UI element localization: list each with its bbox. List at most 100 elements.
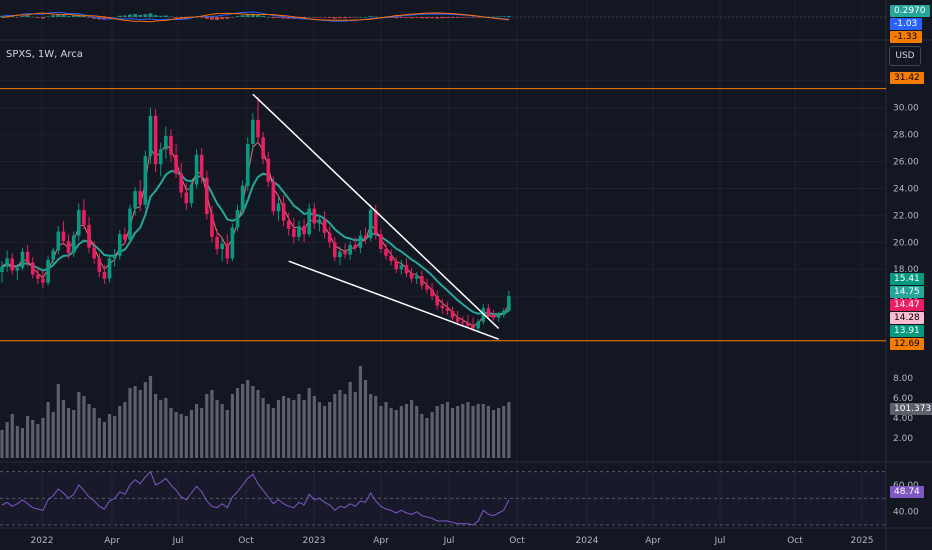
volume-bar xyxy=(261,398,265,458)
volume-bar xyxy=(471,406,475,458)
x-axis-label: 2025 xyxy=(851,536,874,546)
volume-bar xyxy=(184,416,188,458)
macd-histogram-bar xyxy=(271,17,276,19)
volume-bar xyxy=(415,406,419,458)
lower-trendline xyxy=(288,260,499,340)
macd-histogram-bar xyxy=(368,16,373,17)
macd-value-tag: 0.2970 xyxy=(890,5,930,17)
candle-body xyxy=(56,231,61,251)
volume-bar xyxy=(384,402,388,458)
candle-body xyxy=(20,251,25,268)
macd-histogram-bar xyxy=(204,17,209,19)
volume-bar xyxy=(77,392,81,458)
volume-bar xyxy=(322,406,327,458)
price-axis-label: 20.00 xyxy=(893,238,919,248)
volume-bar xyxy=(0,430,4,458)
volume-bar xyxy=(154,394,158,458)
rsi-line xyxy=(1,470,510,526)
candle-body xyxy=(174,154,178,174)
candle-body xyxy=(143,156,148,205)
candle-body xyxy=(148,115,153,157)
macd-histogram-bar xyxy=(51,15,56,17)
x-axis-label: Oct xyxy=(787,536,803,546)
candle-body xyxy=(97,258,102,272)
macd-histogram-bar xyxy=(471,17,476,18)
volume-bar xyxy=(445,402,450,458)
macd-histogram-bar xyxy=(168,16,173,18)
volume-bar xyxy=(5,422,9,458)
volume-bar xyxy=(41,418,45,458)
macd-histogram-bar xyxy=(445,17,450,18)
candle-body xyxy=(15,267,20,271)
price-tag: 14.47 xyxy=(890,299,924,311)
candle-body xyxy=(158,149,163,165)
candle-body xyxy=(266,158,271,182)
macd-histogram-bar xyxy=(71,15,76,17)
candle-body xyxy=(430,289,434,297)
candle-body xyxy=(307,208,311,235)
candle-body xyxy=(225,243,230,259)
volume-bar xyxy=(276,400,281,458)
volume-bar xyxy=(118,406,122,458)
candle-body xyxy=(353,245,358,248)
volume-bar xyxy=(266,404,270,458)
macd-histogram-bar xyxy=(20,16,25,17)
candle-body xyxy=(501,310,506,315)
volume-bar xyxy=(292,400,296,458)
volume-bar xyxy=(399,406,403,458)
candle-body xyxy=(302,226,306,235)
x-axis-label: 2024 xyxy=(576,536,599,546)
volume-bar xyxy=(220,404,224,458)
macd-histogram-bar xyxy=(373,16,378,18)
x-axis-label: 2023 xyxy=(303,536,326,546)
volume-axis-label: 2.00 xyxy=(893,434,913,444)
candle-body xyxy=(404,265,409,274)
volume-bar xyxy=(430,412,434,458)
price-axis-label: 26.00 xyxy=(893,158,919,168)
candle-body xyxy=(210,214,214,237)
candle-body xyxy=(205,177,209,215)
candle-body xyxy=(481,308,486,322)
candle-body xyxy=(409,273,414,279)
macd-histogram-bar xyxy=(261,15,266,17)
candle-body xyxy=(153,115,158,165)
macd-histogram-bar xyxy=(153,15,158,17)
macd-histogram-bar xyxy=(322,17,327,18)
macd-histogram-bar xyxy=(245,14,250,17)
candle-body xyxy=(363,235,368,239)
macd-histogram-bar xyxy=(122,15,127,17)
candle-body xyxy=(66,240,71,254)
macd-histogram-bar xyxy=(414,17,419,18)
volume-bar xyxy=(246,380,250,458)
candle-body xyxy=(128,208,132,240)
volume-bar xyxy=(420,414,424,458)
volume-bar xyxy=(466,402,470,458)
price-tag: 15.41 xyxy=(890,273,924,285)
price-tag: 13.91 xyxy=(890,325,924,337)
volume-axis-label: 8.00 xyxy=(893,374,913,384)
volume-bar xyxy=(113,416,117,458)
macd-histogram-bar xyxy=(281,17,286,19)
price-tag: 14.75 xyxy=(890,286,924,298)
volume-bar xyxy=(343,394,347,458)
price-axis-label: 24.00 xyxy=(893,184,919,194)
candle-body xyxy=(245,144,250,186)
volume-bar xyxy=(369,394,373,458)
currency-selector[interactable]: USD xyxy=(889,46,921,66)
candle-body xyxy=(220,243,224,250)
macd-histogram-bar xyxy=(215,17,220,20)
volume-bar xyxy=(92,408,96,458)
macd-histogram-bar xyxy=(209,17,214,20)
x-axis-label: Apr xyxy=(645,536,661,546)
macd-histogram-bar xyxy=(317,17,322,18)
candle-body xyxy=(414,275,419,279)
volume-bar xyxy=(282,396,286,458)
candle-body xyxy=(41,278,45,283)
volume-bar xyxy=(72,410,76,458)
candle-body xyxy=(169,135,173,155)
macd-value-tag: -1.03 xyxy=(890,18,922,30)
candle-body xyxy=(338,251,342,258)
candle-body xyxy=(138,191,143,205)
macd-histogram-bar xyxy=(363,17,368,18)
